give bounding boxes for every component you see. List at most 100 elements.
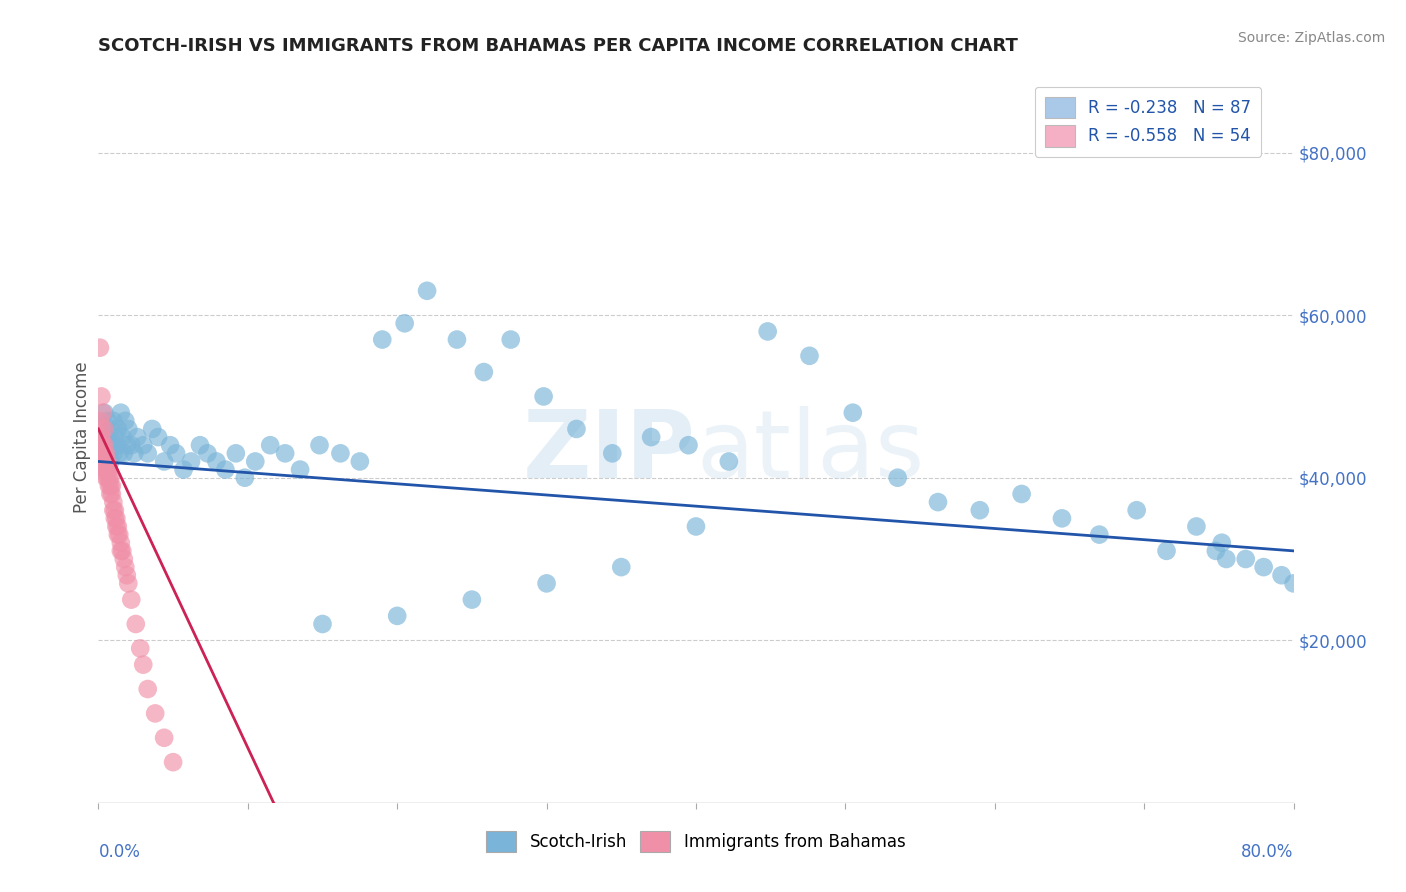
Point [1234, 552, 1257, 566]
Point [101, 487, 124, 501]
Point [105, 438, 128, 452]
Point [93, 462, 115, 476]
Point [969, 503, 991, 517]
Point [533, 389, 555, 403]
Point [1282, 576, 1305, 591]
Point [97, 471, 120, 485]
Point [96, 414, 118, 428]
Point [1011, 487, 1033, 501]
Point [197, 446, 219, 460]
Point [148, 430, 170, 444]
Point [1271, 568, 1294, 582]
Point [162, 755, 184, 769]
Point [96, 462, 118, 476]
Point [91, 446, 114, 460]
Point [103, 503, 125, 517]
Point [93, 438, 115, 452]
Point [98, 479, 122, 493]
Text: ZIP: ZIP [523, 406, 696, 498]
Point [94, 471, 117, 485]
Point [103, 446, 125, 460]
Point [349, 454, 371, 468]
Point [602, 446, 624, 460]
Point [927, 495, 949, 509]
Point [107, 527, 129, 541]
Point [101, 438, 124, 452]
Point [173, 462, 195, 476]
Point [129, 641, 152, 656]
Point [274, 446, 297, 460]
Text: SCOTCH-IRISH VS IMMIGRANTS FROM BAHAMAS PER CAPITA INCOME CORRELATION CHART: SCOTCH-IRISH VS IMMIGRANTS FROM BAHAMAS … [98, 37, 1018, 54]
Point [136, 446, 159, 460]
Point [799, 349, 821, 363]
Point [610, 560, 633, 574]
Point [1211, 535, 1233, 549]
Point [205, 454, 228, 468]
Point [90, 422, 112, 436]
Point [1205, 544, 1227, 558]
Point [114, 414, 136, 428]
Point [98, 422, 122, 436]
Point [117, 576, 139, 591]
Point [103, 495, 125, 509]
Point [565, 422, 588, 436]
Point [110, 535, 132, 549]
Text: 0.0%: 0.0% [98, 843, 141, 861]
Point [97, 479, 120, 493]
Point [141, 422, 163, 436]
Point [90, 446, 112, 460]
Point [111, 544, 134, 558]
Point [90, 389, 112, 403]
Point [756, 325, 779, 339]
Point [125, 617, 148, 632]
Point [94, 454, 117, 468]
Point [89, 341, 111, 355]
Y-axis label: Per Capita Income: Per Capita Income [73, 361, 91, 513]
Point [1050, 511, 1073, 525]
Point [233, 471, 256, 485]
Point [90, 430, 112, 444]
Point [678, 438, 700, 452]
Point [1185, 519, 1208, 533]
Point [1253, 560, 1275, 574]
Point [111, 430, 134, 444]
Point [416, 284, 439, 298]
Point [97, 462, 120, 476]
Point [117, 422, 139, 436]
Point [94, 446, 117, 460]
Point [188, 438, 211, 452]
Point [93, 454, 115, 468]
Point [94, 446, 117, 460]
Point [371, 333, 394, 347]
Point [96, 454, 118, 468]
Point [886, 471, 908, 485]
Point [104, 430, 127, 444]
Point [110, 544, 132, 558]
Point [89, 414, 111, 428]
Point [103, 414, 125, 428]
Point [288, 462, 311, 476]
Point [91, 406, 114, 420]
Point [108, 527, 131, 541]
Point [1156, 544, 1178, 558]
Point [112, 446, 135, 460]
Point [96, 462, 118, 476]
Point [499, 333, 522, 347]
Point [107, 422, 129, 436]
Point [153, 454, 176, 468]
Point [91, 454, 114, 468]
Point [461, 592, 484, 607]
Point [107, 519, 129, 533]
Point [1088, 527, 1111, 541]
Point [536, 576, 558, 591]
Point [114, 560, 136, 574]
Point [259, 438, 281, 452]
Text: atlas: atlas [696, 406, 924, 498]
Point [308, 438, 330, 452]
Point [153, 731, 176, 745]
Point [143, 706, 166, 721]
Point [98, 471, 122, 485]
Point [214, 462, 236, 476]
Point [124, 446, 146, 460]
Legend: Scotch-Irish, Immigrants from Bahamas: Scotch-Irish, Immigrants from Bahamas [478, 822, 914, 860]
